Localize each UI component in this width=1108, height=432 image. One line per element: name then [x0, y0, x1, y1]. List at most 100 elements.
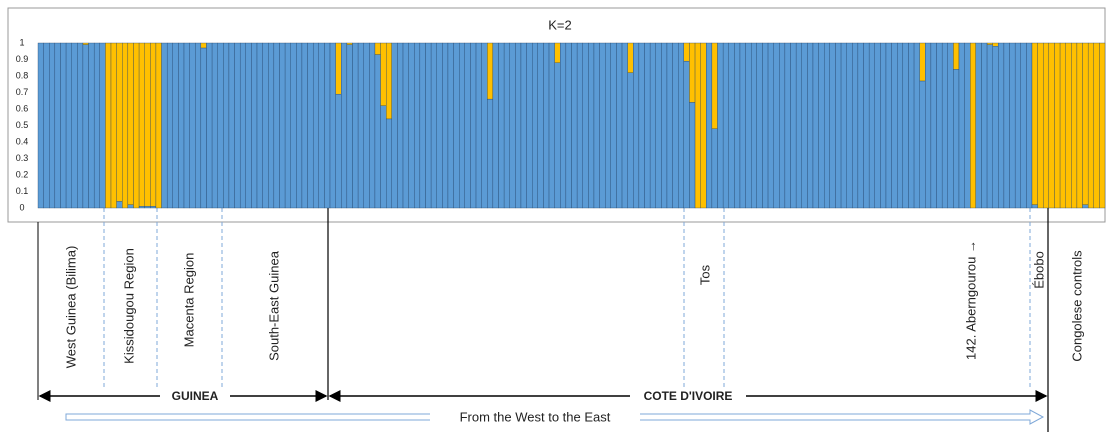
bar-segment	[919, 80, 926, 209]
bar-segment	[509, 42, 516, 209]
bar-segment	[633, 42, 640, 209]
bar-segment	[745, 42, 752, 209]
bar-segment	[436, 42, 443, 209]
bar-segment	[49, 42, 56, 209]
bar-segment	[301, 42, 308, 209]
bar-segment	[1037, 42, 1044, 209]
bar-segment	[678, 42, 684, 209]
bar-segment	[335, 42, 342, 95]
bar-segment	[324, 42, 331, 209]
bar-segment	[43, 42, 50, 209]
y-tick-label: 0.9	[16, 54, 29, 64]
region-label: South-East Guinea	[266, 250, 281, 361]
bar-segment	[1093, 42, 1100, 209]
bar-segment	[268, 42, 275, 209]
bar-segment	[992, 46, 999, 209]
bar-segment	[223, 42, 230, 209]
bar-segment	[380, 42, 387, 106]
bar-segment	[666, 42, 673, 209]
bar-segment	[599, 42, 606, 209]
bar-segment	[206, 42, 213, 209]
bar-segment	[189, 42, 196, 209]
bar-segment	[318, 42, 325, 209]
bar-segment	[200, 42, 207, 49]
bar-segment	[1048, 42, 1055, 209]
bar-segment	[683, 60, 690, 209]
bar-segment	[1065, 42, 1072, 209]
y-tick-label: 0.2	[16, 169, 29, 179]
bar-segment	[694, 42, 701, 209]
y-tick-label: 0.7	[16, 87, 29, 97]
bar-segment	[953, 69, 960, 209]
bar-segment	[717, 42, 724, 209]
bar-segment	[610, 42, 617, 209]
region-label: Macenta Region	[181, 253, 196, 348]
bar-segment	[537, 42, 544, 209]
bar-segment	[183, 42, 190, 209]
bar-segment	[391, 42, 398, 209]
y-tick-label: 0.5	[16, 120, 29, 130]
bar-segment	[453, 42, 460, 209]
bar-segment	[138, 42, 145, 207]
bar-segment	[200, 47, 207, 209]
bar-segment	[88, 42, 95, 209]
bar-segment	[795, 42, 802, 209]
bar-segment	[638, 42, 645, 209]
bar-segment	[82, 42, 89, 45]
bar-segment	[402, 42, 409, 209]
bar-segment	[1009, 42, 1016, 209]
bar-segment	[150, 42, 157, 207]
bar-segment	[487, 98, 494, 209]
bar-segment	[986, 42, 993, 45]
direction-label: From the West to the East	[460, 409, 611, 424]
bar-segment	[840, 42, 847, 209]
bar-segment	[195, 42, 202, 209]
bar-segment	[273, 42, 280, 209]
bar-segment	[571, 42, 578, 209]
bar-segment	[1026, 42, 1033, 209]
bar-segment	[419, 42, 426, 209]
country-label: GUINEA	[172, 389, 219, 403]
bar-segment	[397, 42, 404, 209]
y-tick-label: 0.6	[16, 103, 29, 113]
bar-segment	[251, 42, 258, 209]
bar-segment	[374, 54, 381, 209]
bar-segment	[711, 42, 718, 129]
bar-segment	[627, 72, 634, 209]
bar-segment	[346, 42, 353, 45]
bar-segment	[442, 42, 449, 209]
bar-segment	[582, 42, 589, 209]
bar-segment	[588, 42, 595, 209]
y-tick-label: 0	[19, 202, 24, 212]
bar-segment	[110, 42, 117, 209]
bar-segment	[357, 42, 364, 209]
bar-segment	[863, 42, 870, 209]
bar-segment	[655, 42, 662, 209]
bar-segment	[560, 42, 567, 209]
bar-segment	[211, 42, 218, 209]
bar-segment	[217, 42, 224, 209]
bar-segment	[593, 42, 600, 209]
bar-segment	[846, 42, 853, 209]
bar-segment	[790, 42, 797, 209]
bar-segment	[1059, 42, 1066, 209]
bar-segment	[919, 42, 926, 82]
bar-segment	[998, 42, 1005, 209]
bar-segment	[1031, 204, 1038, 209]
bar-segment	[925, 42, 932, 209]
bar-segment	[902, 42, 909, 209]
bar-segment	[178, 42, 185, 209]
bar-segment	[144, 206, 151, 209]
bar-segment	[341, 42, 348, 209]
bar-segment	[161, 42, 168, 209]
bar-segment	[116, 201, 123, 209]
bar-segment	[672, 42, 679, 209]
bar-segment	[689, 42, 696, 103]
bar-segment	[459, 42, 465, 209]
bar-segment	[554, 42, 561, 63]
y-tick-label: 0.8	[16, 70, 29, 80]
bar-segment	[105, 42, 112, 209]
bar-segment	[228, 42, 235, 209]
bar-segment	[487, 42, 494, 100]
bar-segment	[172, 42, 179, 209]
